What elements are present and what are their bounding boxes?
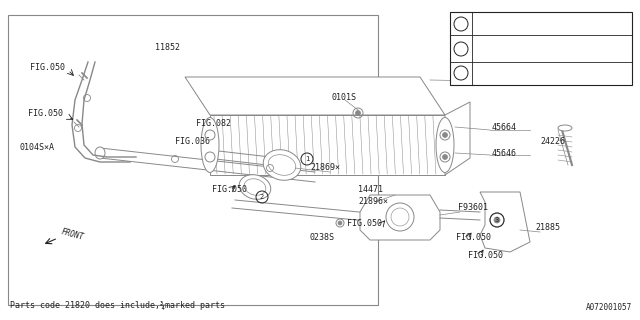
Text: 21820: 21820 xyxy=(490,77,515,86)
Text: A072001057: A072001057 xyxy=(586,303,632,312)
Text: F98402(-'05MY0408): F98402(-'05MY0408) xyxy=(476,37,559,46)
Polygon shape xyxy=(445,102,470,175)
Text: 0101S: 0101S xyxy=(332,93,357,102)
Text: Parts code 21820 does include,¾marked parts: Parts code 21820 does include,¾marked pa… xyxy=(10,301,225,310)
Text: F9841  ('05MY0409-): F9841 ('05MY0409-) xyxy=(476,51,564,60)
Text: 0104S×A: 0104S×A xyxy=(20,142,55,151)
Text: 45664: 45664 xyxy=(492,124,517,132)
Text: F93601: F93601 xyxy=(458,204,488,212)
Text: 21885: 21885 xyxy=(535,223,560,233)
Text: 21869×: 21869× xyxy=(310,164,340,172)
Text: FIG.050: FIG.050 xyxy=(456,234,491,243)
Circle shape xyxy=(442,155,447,159)
Text: 14471: 14471 xyxy=(358,185,383,194)
Ellipse shape xyxy=(558,125,572,131)
Text: 45646: 45646 xyxy=(492,149,517,158)
Text: 11852: 11852 xyxy=(155,43,180,52)
Text: 21896×: 21896× xyxy=(358,197,388,206)
Text: FIG.036: FIG.036 xyxy=(175,138,210,147)
Text: FRONT: FRONT xyxy=(60,227,84,242)
Ellipse shape xyxy=(201,117,219,172)
Circle shape xyxy=(442,132,447,138)
Text: 24226: 24226 xyxy=(540,138,565,147)
Text: FIG.050: FIG.050 xyxy=(468,252,503,260)
Ellipse shape xyxy=(268,155,296,175)
Circle shape xyxy=(338,221,342,225)
Ellipse shape xyxy=(263,150,301,180)
Text: 1: 1 xyxy=(459,20,463,28)
Text: F98402: F98402 xyxy=(476,20,506,28)
Polygon shape xyxy=(480,192,530,252)
Polygon shape xyxy=(360,195,440,240)
Text: 1: 1 xyxy=(305,156,309,162)
Circle shape xyxy=(494,217,500,223)
Circle shape xyxy=(355,110,360,116)
Text: 3: 3 xyxy=(459,68,463,77)
Ellipse shape xyxy=(244,179,266,195)
Text: 2: 2 xyxy=(260,194,264,200)
Text: FIG.050: FIG.050 xyxy=(30,62,65,71)
Polygon shape xyxy=(185,77,445,115)
Ellipse shape xyxy=(95,147,105,159)
Text: FIG.082: FIG.082 xyxy=(196,119,231,129)
Text: 0238S: 0238S xyxy=(310,234,335,243)
Text: 3: 3 xyxy=(495,217,499,223)
Text: FIG.050: FIG.050 xyxy=(212,185,247,194)
Text: 0104S*B: 0104S*B xyxy=(476,68,511,77)
Ellipse shape xyxy=(436,117,454,172)
Bar xyxy=(8,15,378,305)
Text: FIG.050: FIG.050 xyxy=(347,219,382,228)
Text: FIG.050: FIG.050 xyxy=(28,108,63,117)
Text: 2: 2 xyxy=(459,44,463,53)
Ellipse shape xyxy=(239,175,271,199)
Bar xyxy=(450,12,632,85)
Polygon shape xyxy=(210,115,445,175)
